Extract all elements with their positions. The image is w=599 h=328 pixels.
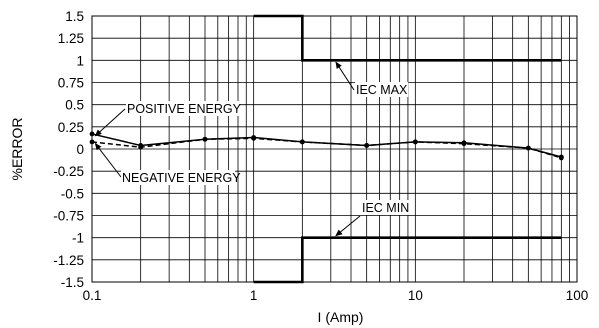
data-point-negative-energy <box>364 143 370 148</box>
data-point-positive-energy <box>89 131 95 137</box>
annotation-bg-iec-max <box>355 82 409 97</box>
y-tick-label: 1.5 <box>65 9 84 24</box>
y-tick-label: 1.25 <box>58 31 84 46</box>
limit-line-iec-min <box>253 236 562 284</box>
x-axis-label: I (Amp) <box>318 309 364 325</box>
y-tick-label: 0.75 <box>58 76 84 91</box>
data-point-negative-energy <box>558 155 564 161</box>
data-point-negative-energy <box>89 139 95 145</box>
y-tick-label: -1.5 <box>61 275 84 290</box>
series-line-negative-energy <box>91 137 562 159</box>
data-series <box>89 131 564 161</box>
annotation-arrow-iec-max <box>335 61 355 91</box>
tick-labels: 1.5 1.25 1 0.75 0.5 0.25 0 -0.25 -0.5 -0.75 -1 -1.2… <box>53 9 588 303</box>
y-tick-label: -1.25 <box>53 253 84 268</box>
x-tick-label: 100 <box>566 288 589 303</box>
data-point-negative-energy <box>251 135 257 141</box>
y-tick-label: -1 <box>72 231 84 246</box>
y-tick-label: 0.5 <box>65 98 84 113</box>
plot-frame <box>91 15 578 283</box>
limit-lines <box>253 14 562 284</box>
y-tick-label: -0.75 <box>53 209 84 224</box>
y-tick-label: -0.25 <box>53 164 84 179</box>
annotation-iec-max: IEC MAX <box>356 83 408 97</box>
data-point-negative-energy <box>461 141 467 147</box>
annotations: POSITIVE ENERGY NEGATIVE ENERGY IEC MAX IEC… <box>94 61 415 237</box>
x-tick-label: 0.1 <box>83 288 102 303</box>
data-point-negative-energy <box>299 139 305 145</box>
y-tick-label: 0 <box>76 142 84 157</box>
annotation-bg-positive-energy <box>126 101 240 116</box>
data-point-negative-energy <box>412 139 418 145</box>
data-point-negative-energy <box>525 145 531 151</box>
annotation-arrow-iec-min <box>335 215 361 237</box>
x-tick-label: 10 <box>408 288 423 303</box>
annotation-positive-energy: POSITIVE ENERGY <box>127 102 242 116</box>
annotation-arrow-negative-energy <box>94 142 122 178</box>
y-tick-label: -0.5 <box>61 186 84 201</box>
limit-line-iec-max <box>253 14 562 62</box>
data-point-negative-energy <box>138 144 144 150</box>
annotation-bg-negative-energy <box>121 170 235 185</box>
y-tick-label: 0.25 <box>58 120 84 135</box>
annotation-bg-iec-min <box>361 200 415 215</box>
y-axis-label: %ERROR <box>9 117 25 180</box>
grid <box>92 16 577 282</box>
annotation-negative-energy: NEGATIVE ENERGY <box>122 171 241 185</box>
data-point-negative-energy <box>202 136 208 142</box>
annotation-iec-min: IEC MIN <box>362 201 409 215</box>
annotation-arrow-positive-energy <box>94 108 126 137</box>
y-tick-label: 1 <box>76 53 84 68</box>
x-tick-label: 1 <box>250 288 258 303</box>
